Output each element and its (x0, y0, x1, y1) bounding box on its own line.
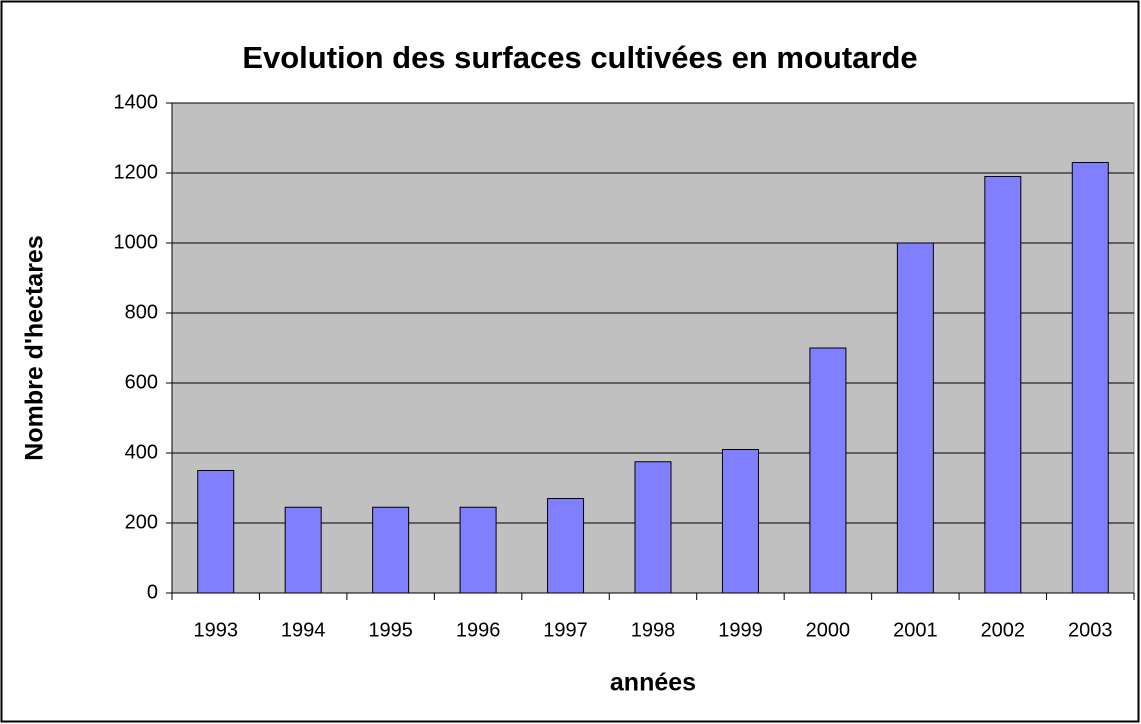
x-axis-label: années (610, 669, 696, 697)
x-tick-label: 1998 (631, 619, 676, 641)
bar (284, 506, 322, 594)
y-tick-label: 800 (125, 301, 158, 323)
x-tick-label: 2000 (806, 619, 851, 641)
bar (634, 461, 672, 594)
y-tick-label: 600 (125, 371, 158, 393)
y-tick-label: 1200 (114, 161, 159, 183)
chart-title: Evolution des surfaces cultivées en mout… (242, 40, 917, 75)
bar (721, 449, 759, 594)
y-axis-label: Nombre d'hectares (21, 235, 49, 460)
y-tick-label: 0 (147, 581, 158, 603)
x-tick-label: 1997 (543, 619, 588, 641)
bar (809, 347, 847, 594)
y-tick-label: 200 (125, 511, 158, 533)
bar (547, 498, 585, 594)
bar (984, 176, 1022, 594)
x-tick-label: 1996 (456, 619, 501, 641)
bar (896, 242, 934, 594)
y-tick-label: 1400 (114, 91, 159, 113)
x-tick-label: 2002 (981, 619, 1026, 641)
x-tick-label: 1994 (281, 619, 326, 641)
y-tick-label: 1000 (114, 231, 159, 253)
x-tick-label: 1995 (368, 619, 413, 641)
bar (459, 506, 497, 594)
x-tick-label: 2003 (1068, 619, 1113, 641)
x-tick-label: 1999 (718, 619, 763, 641)
x-tick-label: 2001 (893, 619, 938, 641)
y-tick-label: 400 (125, 441, 158, 463)
bar (1071, 162, 1109, 594)
x-tick-label: 1993 (193, 619, 238, 641)
bar (197, 470, 235, 594)
bar (372, 506, 410, 594)
